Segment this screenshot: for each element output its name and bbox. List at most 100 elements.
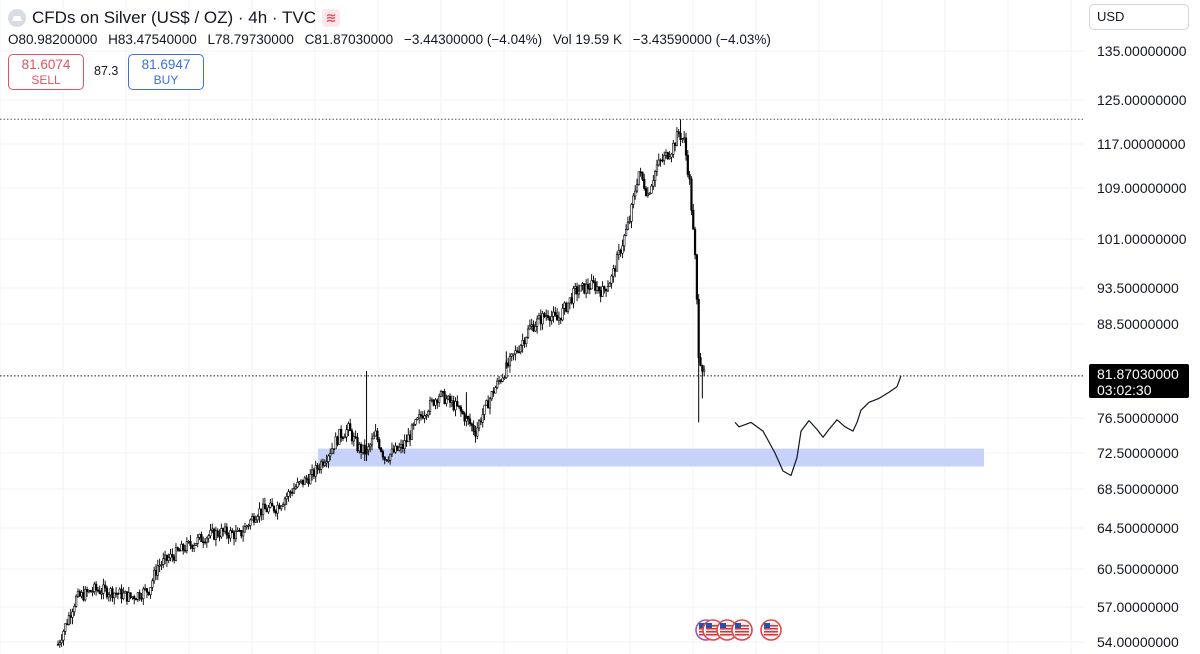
candle xyxy=(350,428,354,445)
candle xyxy=(641,171,644,182)
silver-symbol-icon[interactable] xyxy=(8,9,26,27)
candle xyxy=(644,186,648,197)
candle xyxy=(610,274,613,289)
candle xyxy=(452,395,455,412)
candle xyxy=(681,137,684,143)
candle xyxy=(474,425,477,443)
candle xyxy=(536,315,539,334)
candle xyxy=(243,522,247,533)
candle xyxy=(194,543,198,546)
candle xyxy=(559,317,562,324)
candle xyxy=(178,548,181,552)
candle xyxy=(334,432,337,450)
candle xyxy=(296,477,299,489)
candle xyxy=(554,306,557,317)
price-tick-label: 72.50000000 xyxy=(1097,445,1179,461)
candle xyxy=(220,523,223,539)
candle xyxy=(84,586,87,602)
price-tick-label: 125.00000000 xyxy=(1097,92,1187,108)
candle xyxy=(412,422,415,430)
candle xyxy=(352,432,355,447)
ohlc-legend: O80.98200000 H83.47540000 L78.79730000 C… xyxy=(8,32,778,47)
close-value: 81.87030000 xyxy=(314,32,394,47)
candle xyxy=(416,416,419,421)
candle xyxy=(427,409,430,418)
candle xyxy=(612,264,615,283)
candle xyxy=(699,353,702,367)
candle xyxy=(479,417,482,426)
candle xyxy=(329,448,332,461)
candle xyxy=(347,421,350,437)
price-tick-label: 60.50000000 xyxy=(1097,561,1179,577)
candle xyxy=(343,433,346,439)
candle xyxy=(71,608,74,625)
candle xyxy=(654,169,657,187)
candle xyxy=(320,459,323,474)
candle xyxy=(563,301,566,315)
candle xyxy=(136,592,139,603)
candle xyxy=(637,171,640,186)
candle xyxy=(240,529,243,539)
candle xyxy=(231,527,234,534)
candle xyxy=(561,303,564,322)
candle xyxy=(354,430,357,440)
candle xyxy=(407,427,410,443)
candle xyxy=(461,409,464,415)
candle xyxy=(242,525,245,542)
candle xyxy=(693,226,697,260)
buy-button[interactable]: 81.6947 BUY xyxy=(128,54,204,90)
candle xyxy=(659,158,662,167)
candle xyxy=(133,594,136,605)
candle xyxy=(507,357,510,368)
low-label: L xyxy=(207,32,215,47)
candle xyxy=(570,292,573,305)
candle xyxy=(519,344,522,355)
candle xyxy=(312,467,316,479)
candle xyxy=(528,319,531,330)
candle xyxy=(289,489,292,498)
buy-label: BUY xyxy=(153,73,179,87)
candle xyxy=(309,469,312,485)
candle xyxy=(89,589,92,593)
candle xyxy=(458,405,461,410)
candle xyxy=(586,278,590,294)
candle xyxy=(590,274,593,290)
candle xyxy=(85,586,89,598)
high-value: 83.47540000 xyxy=(117,32,197,47)
candle xyxy=(280,505,283,512)
waves-icon[interactable]: ≋ xyxy=(322,9,341,27)
candle xyxy=(655,159,659,177)
currency-selector[interactable]: USD xyxy=(1089,4,1189,30)
candle xyxy=(534,321,537,332)
candle xyxy=(173,554,176,564)
candle xyxy=(252,513,256,526)
candle xyxy=(603,285,606,294)
sell-button[interactable]: 81.6074 SELL xyxy=(8,54,84,90)
candle xyxy=(113,592,116,605)
candle xyxy=(156,559,159,581)
candle xyxy=(256,514,259,523)
candle xyxy=(565,301,568,313)
candle xyxy=(632,193,635,209)
candle xyxy=(292,482,296,494)
candle xyxy=(394,442,397,454)
candle xyxy=(111,586,114,602)
price-tick-label: 135.00000000 xyxy=(1097,43,1187,59)
candle xyxy=(247,523,250,530)
candle xyxy=(574,282,577,295)
candle xyxy=(488,396,492,415)
candle xyxy=(142,586,145,606)
open-value: 80.98200000 xyxy=(18,32,98,47)
candle xyxy=(481,408,484,428)
candle xyxy=(91,586,94,597)
candle xyxy=(323,459,326,468)
symbol-title[interactable]: CFDs on Silver (US$ / OZ) · 4h · TVC xyxy=(32,8,317,27)
candle xyxy=(191,544,194,552)
candle xyxy=(341,435,345,442)
candle xyxy=(305,474,308,484)
candle xyxy=(517,345,521,354)
candle xyxy=(621,239,624,259)
candle xyxy=(521,333,524,353)
candle xyxy=(122,587,125,601)
